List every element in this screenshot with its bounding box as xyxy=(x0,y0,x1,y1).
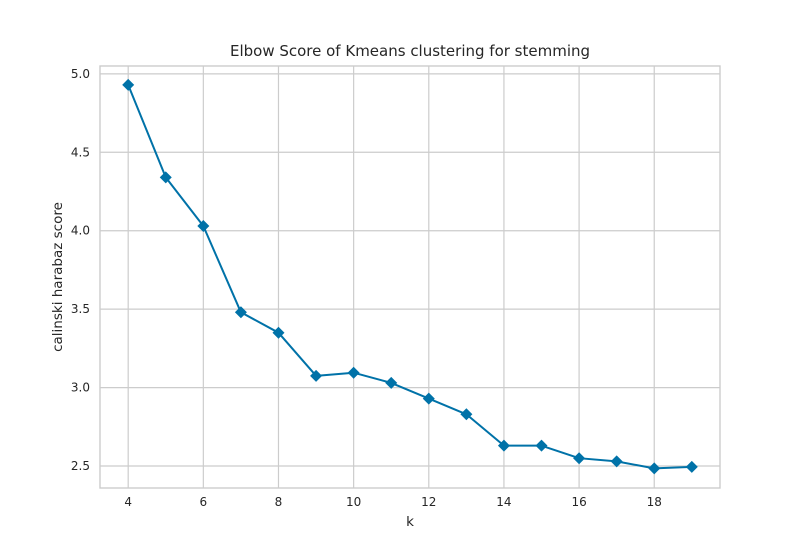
y-tick-label: 4.0 xyxy=(71,224,90,238)
data-point-marker xyxy=(272,326,285,339)
data-point-marker xyxy=(347,366,360,379)
data-point-marker xyxy=(197,220,210,233)
x-axis-label: k xyxy=(406,514,414,530)
data-point-marker xyxy=(685,460,698,473)
data-point-marker xyxy=(385,376,398,389)
grid xyxy=(100,66,720,488)
x-tick-label: 12 xyxy=(421,495,436,509)
y-tick-label: 4.5 xyxy=(71,145,90,159)
y-tick-label: 2.5 xyxy=(71,459,90,473)
x-axis-ticks: 4 6 8 10 12 14 16 18 xyxy=(124,495,662,509)
data-point-marker xyxy=(422,392,435,405)
data-point-marker xyxy=(159,171,172,184)
y-axis-ticks: 2.5 3.0 3.5 4.0 4.5 5.0 xyxy=(71,67,90,473)
data-point-marker xyxy=(648,462,661,475)
x-tick-label: 10 xyxy=(346,495,361,509)
y-tick-label: 3.0 xyxy=(71,381,90,395)
y-axis-label: calinski harabaz score xyxy=(50,202,66,352)
data-point-marker xyxy=(573,452,586,465)
x-tick-label: 8 xyxy=(275,495,283,509)
data-point-marker xyxy=(610,455,623,468)
x-tick-label: 4 xyxy=(124,495,132,509)
series-line xyxy=(127,84,692,470)
chart-title: Elbow Score of Kmeans clustering for ste… xyxy=(230,42,590,60)
series xyxy=(122,78,698,475)
x-tick-label: 18 xyxy=(647,495,662,509)
data-point-marker xyxy=(234,306,247,319)
data-point-marker xyxy=(535,439,548,452)
data-point-marker xyxy=(460,408,473,421)
plot-frame xyxy=(99,65,721,489)
data-point-marker xyxy=(310,369,323,382)
data-point-marker xyxy=(497,439,510,452)
y-tick-label: 3.5 xyxy=(71,302,90,316)
x-tick-label: 16 xyxy=(571,495,586,509)
data-point-marker xyxy=(122,78,135,91)
x-tick-label: 14 xyxy=(496,495,511,509)
y-tick-label: 5.0 xyxy=(71,67,90,81)
x-tick-label: 6 xyxy=(200,495,208,509)
